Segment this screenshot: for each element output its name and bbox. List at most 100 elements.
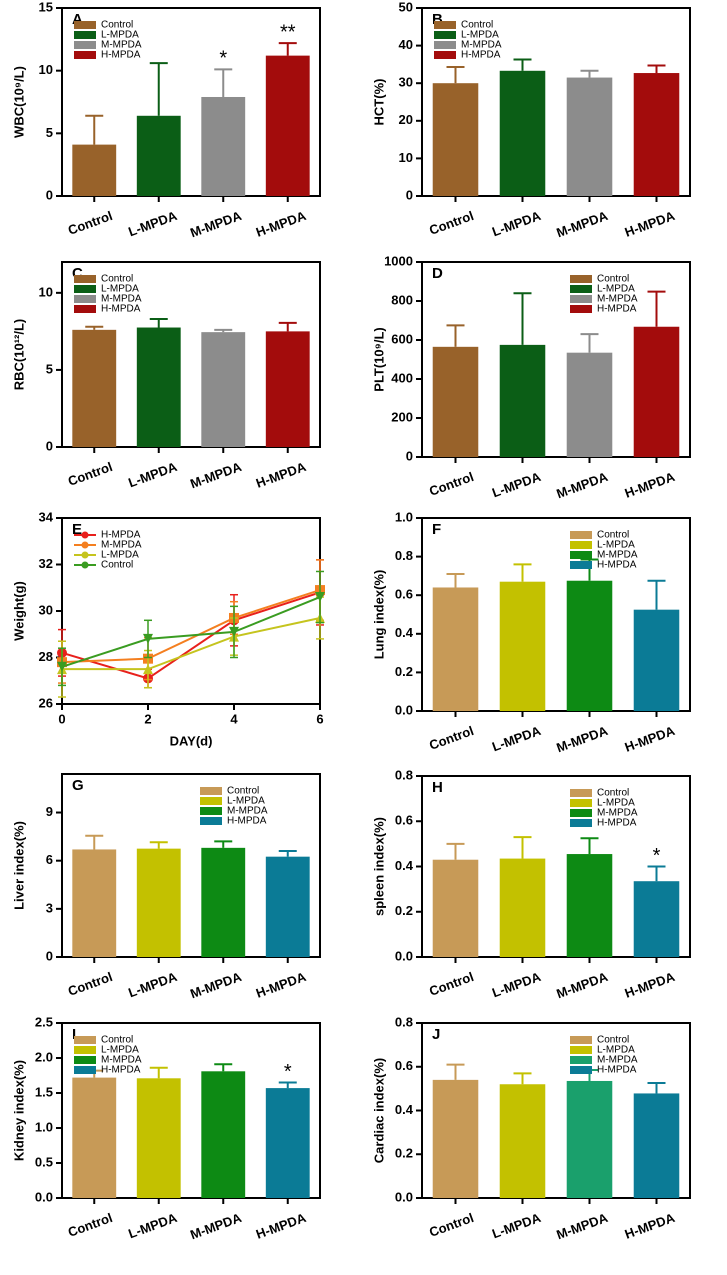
- panel-label: F: [432, 521, 441, 538]
- y-tick-label: 1.5: [35, 1084, 53, 1099]
- panel-label: G: [72, 777, 84, 794]
- panel-label: C: [72, 265, 83, 282]
- x-tick-label: H-MPDA: [254, 969, 309, 1001]
- legend-swatch: [570, 1056, 592, 1064]
- x-tick-label: L-MPDA: [490, 723, 543, 755]
- bar: [265, 1088, 310, 1198]
- y-tick-label: 1.0: [395, 509, 413, 524]
- y-tick-label: 0.5: [35, 1154, 53, 1169]
- legend-swatch: [74, 21, 96, 29]
- legend-label: L-MPDA: [597, 540, 635, 551]
- legend-swatch: [74, 295, 96, 303]
- legend-swatch: [74, 41, 96, 49]
- bar: [566, 77, 613, 196]
- legend-swatch: [74, 275, 96, 283]
- legend-label: L-MPDA: [597, 798, 635, 809]
- y-tick-label: 50: [399, 0, 413, 14]
- y-tick-label: 30: [399, 75, 413, 90]
- legend-swatch: [570, 1036, 592, 1044]
- legend-label: L-MPDA: [101, 550, 139, 561]
- x-tick-label: L-MPDA: [490, 469, 543, 501]
- y-tick-label: 2.5: [35, 1014, 53, 1029]
- bar: [499, 70, 546, 196]
- y-tick-label: 30: [39, 602, 53, 617]
- legend-label: L-MPDA: [461, 30, 499, 41]
- y-tick-label: 34: [39, 509, 54, 524]
- y-tick-label: 0.8: [395, 548, 413, 563]
- legend-label: Control: [101, 560, 133, 571]
- legend-swatch: [570, 789, 592, 797]
- plot-frame: [61, 7, 321, 197]
- y-tick-label: 0.0: [395, 948, 413, 963]
- y-tick-label: 10: [39, 284, 53, 299]
- legend-label: L-MPDA: [101, 1045, 139, 1056]
- y-axis-label: Kidney index(%): [11, 1060, 26, 1161]
- legend-label: H-MPDA: [101, 50, 141, 61]
- x-tick-label: M-MPDA: [188, 208, 244, 241]
- plot-frame: [421, 261, 691, 458]
- x-tick-label: Control: [427, 723, 476, 753]
- x-tick-label: L-MPDA: [126, 208, 179, 240]
- y-tick-label: 0.6: [395, 587, 413, 602]
- legend-label: M-MPDA: [597, 294, 638, 305]
- legend-label: M-MPDA: [597, 550, 638, 561]
- marker: [315, 592, 325, 603]
- y-axis-label: spleen index(%): [371, 817, 386, 916]
- x-tick-label: H-MPDA: [623, 723, 678, 755]
- x-tick-label: L-MPDA: [490, 208, 543, 240]
- x-tick-label: Control: [66, 1210, 115, 1240]
- bar: [136, 1078, 181, 1198]
- bar: [566, 1080, 613, 1198]
- panel-label: E: [72, 521, 82, 538]
- y-tick-label: 0.4: [395, 1102, 414, 1117]
- significance-mark: *: [284, 1061, 292, 1083]
- legend-label: Control: [101, 20, 133, 31]
- x-tick-label: L-MPDA: [490, 969, 543, 1001]
- x-tick-label: H-MPDA: [254, 208, 309, 240]
- x-tick-label: Control: [66, 208, 115, 238]
- legend-swatch: [570, 275, 592, 283]
- bar: [201, 1071, 246, 1198]
- marker: [143, 664, 153, 675]
- bar: [566, 352, 613, 457]
- legend-label: H-MPDA: [461, 50, 501, 61]
- y-tick-label: 400: [391, 370, 413, 385]
- series-line: [61, 589, 321, 664]
- y-tick-label: 0: [46, 948, 53, 963]
- series-line: [61, 591, 321, 680]
- y-tick-label: 0: [406, 187, 413, 202]
- x-tick-label: 4: [230, 711, 238, 726]
- x-tick-label: M-MPDA: [188, 459, 244, 492]
- bar: [432, 83, 479, 196]
- legend-label: Control: [227, 786, 259, 797]
- y-tick-label: 0: [46, 438, 53, 453]
- y-tick-label: 40: [399, 37, 413, 52]
- y-axis-label: PLT(10⁹/L): [371, 327, 386, 391]
- y-axis-label: Liver index(%): [11, 821, 26, 910]
- legend-swatch: [200, 817, 222, 825]
- legend-label: H-MPDA: [597, 560, 637, 571]
- panel-label: A: [72, 11, 83, 28]
- panel-label: J: [432, 1026, 440, 1043]
- y-axis-label: Weight(g): [11, 581, 26, 641]
- y-tick-label: 6: [46, 852, 53, 867]
- series-line: [62, 616, 321, 671]
- legend-label: L-MPDA: [597, 1045, 635, 1056]
- y-tick-label: 26: [39, 695, 53, 710]
- x-tick-label: H-MPDA: [254, 1210, 309, 1242]
- legend-label: H-MPDA: [101, 304, 141, 315]
- significance-mark: *: [653, 845, 661, 867]
- x-tick-label: L-MPDA: [126, 969, 179, 1001]
- y-tick-label: 0.2: [395, 1146, 413, 1161]
- legend-label: H-MPDA: [101, 1065, 141, 1076]
- significance-mark: **: [280, 21, 296, 43]
- legend-label: Control: [597, 788, 629, 799]
- legend-label: H-MPDA: [227, 816, 267, 827]
- legend-swatch: [570, 285, 592, 293]
- legend-swatch: [434, 31, 456, 39]
- y-tick-label: 5: [46, 125, 53, 140]
- x-tick-label: L-MPDA: [126, 459, 179, 491]
- legend-swatch: [570, 1066, 592, 1074]
- y-tick-label: 3: [46, 900, 53, 915]
